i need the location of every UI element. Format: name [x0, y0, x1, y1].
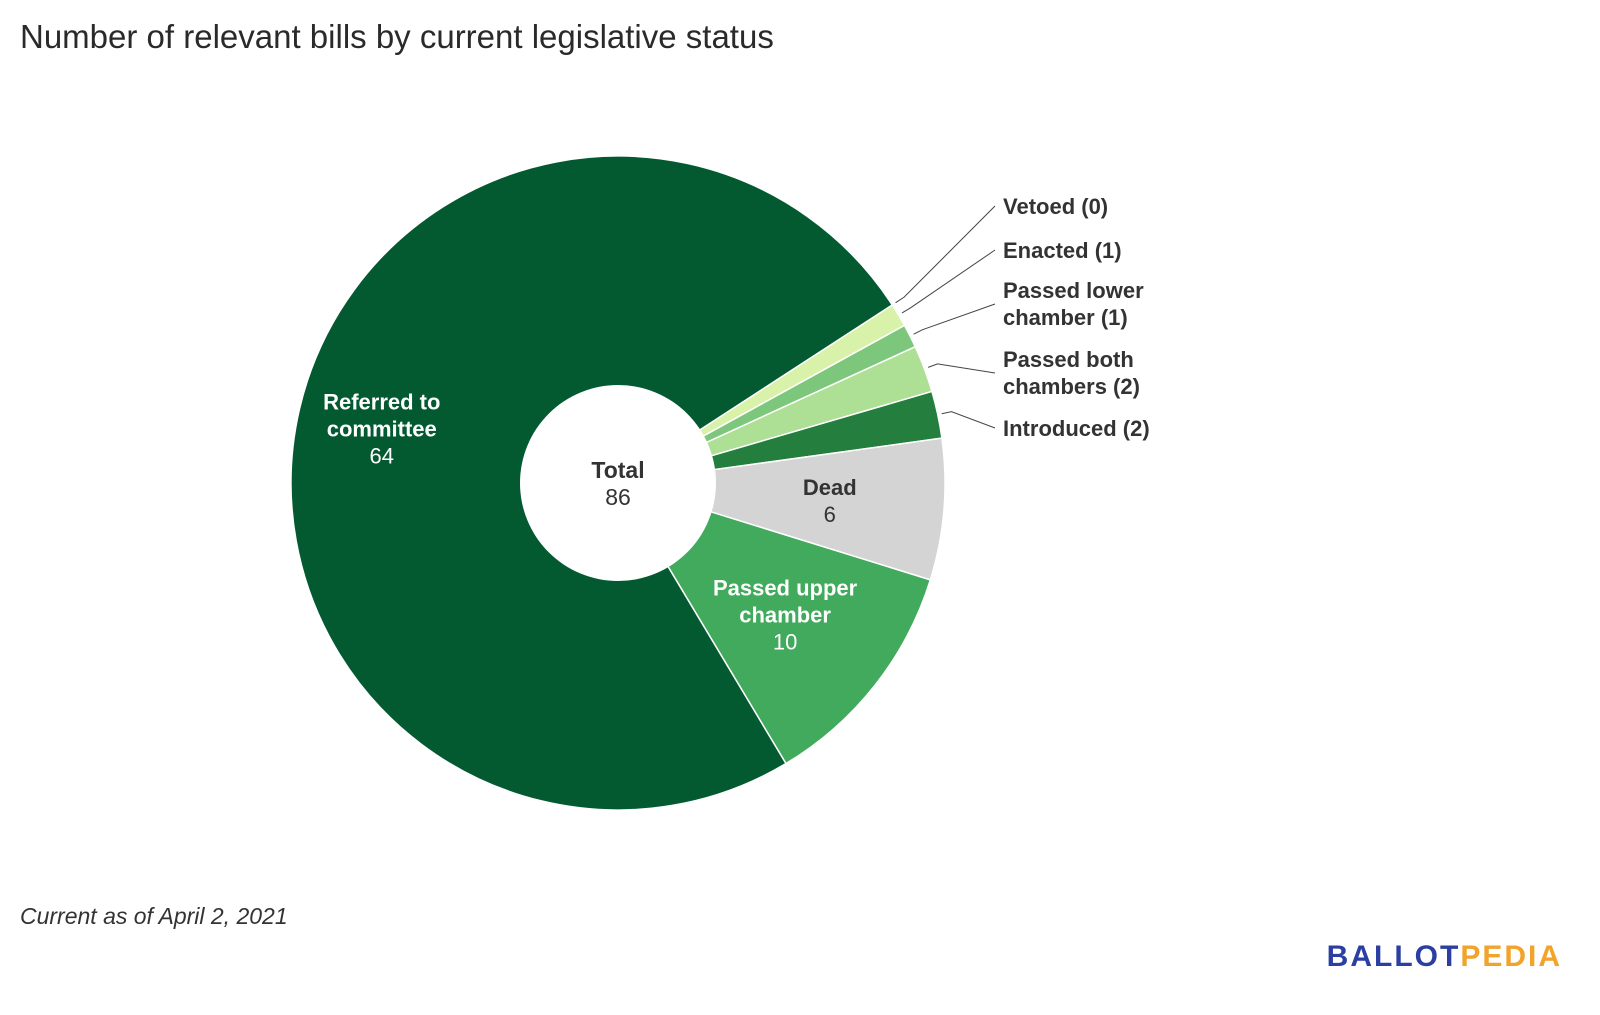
outside-label-passed-lower-chamber: Passed lower	[1003, 278, 1144, 303]
leader-lines-group	[895, 205, 996, 429]
leader-line-vetoed	[895, 205, 996, 304]
outside-label-passed-both-chambers: chambers (2)	[1003, 374, 1140, 399]
slice-labels-group: Vetoed (0)Enacted (1)Passed lowerchamber…	[323, 194, 1150, 654]
footnote: Current as of April 2, 2021	[20, 903, 288, 929]
slice-value-passed-upper-chamber: 10	[773, 629, 797, 654]
slice-label-passed-upper-chamber: chamber	[739, 602, 831, 627]
ballotpedia-logo: BALLOTPEDIA	[1327, 940, 1562, 974]
outside-label-introduced: Introduced (2)	[1003, 416, 1150, 441]
slice-label-dead: Dead	[803, 475, 857, 500]
outside-label-passed-both-chambers: Passed both	[1003, 347, 1134, 372]
slice-value-dead: 6	[824, 502, 836, 527]
donut-hole	[520, 385, 716, 581]
center-total-value: 86	[605, 484, 631, 510]
slice-label-referred-to-committee: committee	[327, 416, 437, 441]
center-total-label: Total	[591, 457, 644, 483]
slice-label-referred-to-committee: Referred to	[323, 389, 440, 414]
leader-line-introduced	[941, 411, 996, 429]
logo-part-ballot: BALLOT	[1326, 940, 1461, 973]
leader-line-passed-both-chambers	[927, 363, 996, 374]
slice-value-referred-to-committee: 64	[370, 443, 394, 468]
slice-label-passed-upper-chamber: Passed upper	[713, 575, 858, 600]
chart-title: Number of relevant bills by current legi…	[20, 18, 774, 55]
leader-line-passed-lower-chamber	[913, 303, 996, 335]
outside-label-passed-lower-chamber: chamber (1)	[1003, 305, 1128, 330]
leader-line-enacted	[901, 249, 996, 314]
outside-label-vetoed: Vetoed (0)	[1003, 194, 1108, 219]
logo-part-pedia: PEDIA	[1460, 940, 1562, 973]
outside-label-enacted: Enacted (1)	[1003, 238, 1122, 263]
slice-passed-upper-chamber	[616, 481, 932, 765]
